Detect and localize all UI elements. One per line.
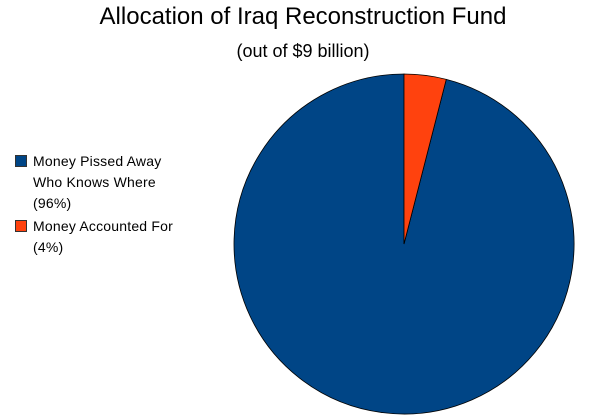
legend: Money Pissed Away Who Knows Where (96%) … (15, 151, 173, 260)
legend-label: Money Accounted For (4%) (33, 218, 173, 255)
chart-title: Allocation of Iraq Reconstruction Fund (99, 3, 507, 30)
legend-item: Money Accounted For (4%) (15, 216, 173, 258)
pie-slice (233, 73, 575, 415)
legend-label: Money Pissed Away Who Knows Where (96%) (33, 153, 162, 211)
chart-subtitle: (out of $9 billion) (236, 41, 370, 61)
pie-slice (403, 73, 447, 245)
legend-swatch (15, 155, 27, 167)
legend-item: Money Pissed Away Who Knows Where (96%) (15, 151, 173, 214)
legend-swatch (15, 220, 27, 232)
